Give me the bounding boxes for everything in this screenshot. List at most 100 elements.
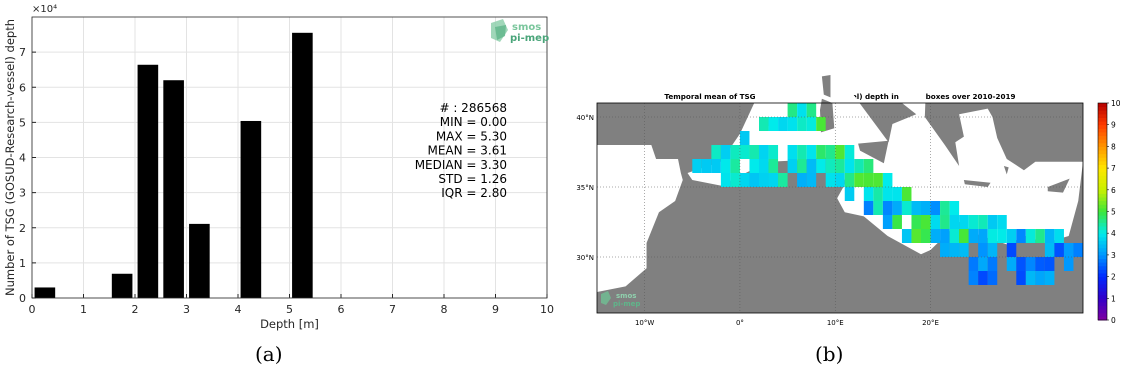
colorbar-segment (1098, 305, 1107, 310)
colorbar-segment (1098, 168, 1107, 173)
heatmap-cell (730, 159, 740, 173)
heatmap-cell (1035, 257, 1045, 271)
heatmap-cell (1016, 271, 1026, 285)
heatmap-cell (978, 257, 988, 271)
colorbar-segment (1098, 182, 1107, 187)
heatmap-cells (692, 103, 1083, 285)
colorbar-segment (1098, 222, 1107, 227)
colorbar-segment (1098, 189, 1107, 194)
y-tick-label: 4 (19, 152, 26, 165)
colorbar-segment (1098, 233, 1107, 238)
heatmap-cell (720, 159, 731, 173)
x-axis-label: Depth [m] (260, 317, 319, 331)
heatmap-cell (930, 229, 941, 243)
colorbar-tick-label: 1 (1111, 294, 1116, 303)
heatmap-cell (997, 215, 1007, 229)
heatmap-cell (1054, 229, 1064, 243)
heatmap-cell (901, 229, 912, 243)
histogram-bar (189, 223, 210, 298)
colorbar-segment (1098, 175, 1107, 180)
colorbar-segment (1098, 247, 1107, 252)
heatmap-cell (873, 173, 883, 187)
colorbar-tick-label: 4 (1111, 229, 1116, 238)
colorbar-tick-label: 7 (1111, 164, 1116, 173)
heatmap-cell (806, 103, 817, 117)
heatmap-cell (901, 187, 912, 201)
heatmap-cell (863, 201, 874, 215)
x-tick-label: 1 (80, 303, 87, 316)
lon-tick-label: 0° (736, 319, 744, 327)
colorbar-segment (1098, 128, 1107, 133)
heatmap-cell (844, 145, 855, 159)
heatmap-cell (968, 257, 979, 271)
heatmap-cell (1044, 229, 1055, 243)
heatmap-cell (730, 173, 740, 187)
heatmap-cell (1044, 243, 1055, 257)
heatmap-cell (739, 131, 750, 145)
heatmap-cell (978, 229, 988, 243)
heatmap-cell (854, 159, 864, 173)
heatmap-cell (711, 159, 721, 173)
heatmap-cell (1035, 271, 1045, 285)
heatmap-cell (997, 229, 1007, 243)
x-tick-label: 4 (235, 303, 242, 316)
heatmap-cell (816, 159, 826, 173)
logo-text-pimep: pi-mep (510, 33, 549, 44)
heatmap-cell (892, 187, 902, 201)
colorbar-tick-label: 2 (1111, 273, 1116, 282)
heatmap-cell (968, 229, 979, 243)
heatmap-cell (701, 159, 712, 173)
heatmap-cell (1025, 229, 1036, 243)
stats-line: # : 286568 (439, 101, 507, 115)
heatmap-cell (930, 201, 941, 215)
colorbar-segment (1098, 124, 1107, 129)
heatmap-cell (892, 215, 902, 229)
colorbar-segment (1098, 110, 1107, 115)
histogram-bar (240, 120, 262, 298)
heatmap-cell (768, 173, 779, 187)
heatmap-cell (1073, 243, 1083, 257)
colorbar-segment (1098, 131, 1107, 137)
heatmap-cell (1025, 257, 1036, 271)
caption-a: (a) (255, 342, 283, 366)
colorbar-segment (1098, 240, 1107, 245)
y-tick-label: 6 (19, 81, 26, 94)
heatmap-cell (720, 173, 731, 187)
colorbar-segment (1098, 171, 1107, 176)
colorbar-segment (1098, 164, 1107, 169)
heatmap-cell (987, 271, 998, 285)
heatmap-cell (949, 201, 960, 215)
colorbar-segment (1098, 186, 1107, 191)
heatmap-cell (1054, 243, 1064, 257)
heatmap-cell (749, 173, 759, 187)
island (1003, 166, 1009, 175)
heatmap-cell (768, 159, 779, 173)
heatmap-cell (940, 201, 950, 215)
colorbar-segment (1098, 225, 1107, 231)
stats-line: MEDIAN = 3.30 (415, 158, 507, 172)
colorbar-segment (1098, 121, 1107, 126)
histogram-bar (292, 32, 313, 299)
heatmap-cell (768, 117, 779, 131)
y-axis-label: Number of TSG (GOSUD-Research-vessel) de… (3, 19, 17, 296)
colorbar-segment (1098, 139, 1107, 144)
colorbar-segment (1098, 157, 1107, 162)
colorbar-segment (1098, 291, 1107, 296)
heatmap-cell (806, 117, 817, 131)
histogram-panel: 0 1 2 3 4 5 6 7 8 9 10 0 1 2 3 4 5 6 7 ×10⁴ Depth [m] Number … (0, 0, 560, 376)
colorbar-segment (1098, 254, 1107, 260)
colorbar-segment (1098, 312, 1107, 317)
heatmap-cell (787, 103, 798, 117)
axes-frame (31, 16, 548, 299)
x-tick-label: 9 (492, 303, 499, 316)
heatmap-cell (987, 257, 998, 271)
colorbar-segment (1098, 117, 1107, 122)
colorbar-tick-label: 8 (1111, 142, 1116, 151)
heatmap-cell (749, 159, 759, 173)
heatmap-cell (987, 215, 998, 229)
colorbar-segment (1098, 244, 1107, 249)
stats-line: MEAN = 3.61 (427, 144, 507, 158)
colorbar-segment (1098, 287, 1107, 292)
stats-line: MIN = 0.00 (440, 115, 507, 129)
